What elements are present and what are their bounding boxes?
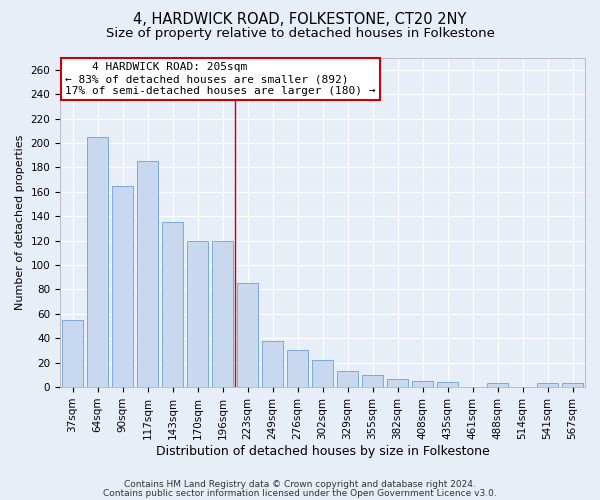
Bar bbox=[62, 320, 83, 387]
Text: 4, HARDWICK ROAD, FOLKESTONE, CT20 2NY: 4, HARDWICK ROAD, FOLKESTONE, CT20 2NY bbox=[133, 12, 467, 28]
Bar bbox=[487, 384, 508, 387]
Bar bbox=[337, 371, 358, 387]
Text: Size of property relative to detached houses in Folkestone: Size of property relative to detached ho… bbox=[106, 28, 494, 40]
Text: Contains HM Land Registry data © Crown copyright and database right 2024.: Contains HM Land Registry data © Crown c… bbox=[124, 480, 476, 489]
Bar bbox=[137, 162, 158, 387]
Bar bbox=[362, 375, 383, 387]
Bar bbox=[562, 384, 583, 387]
Bar bbox=[237, 284, 258, 387]
Bar bbox=[212, 240, 233, 387]
Text: 4 HARDWICK ROAD: 205sqm
← 83% of detached houses are smaller (892)
17% of semi-d: 4 HARDWICK ROAD: 205sqm ← 83% of detache… bbox=[65, 62, 376, 96]
Bar bbox=[87, 137, 108, 387]
Bar bbox=[187, 240, 208, 387]
Bar bbox=[287, 350, 308, 387]
Bar bbox=[437, 382, 458, 387]
Bar bbox=[412, 381, 433, 387]
Bar bbox=[162, 222, 183, 387]
Bar bbox=[262, 340, 283, 387]
Bar bbox=[312, 360, 333, 387]
X-axis label: Distribution of detached houses by size in Folkestone: Distribution of detached houses by size … bbox=[155, 444, 490, 458]
Bar bbox=[112, 186, 133, 387]
Y-axis label: Number of detached properties: Number of detached properties bbox=[15, 134, 25, 310]
Bar bbox=[537, 384, 558, 387]
Text: Contains public sector information licensed under the Open Government Licence v3: Contains public sector information licen… bbox=[103, 488, 497, 498]
Bar bbox=[387, 378, 408, 387]
